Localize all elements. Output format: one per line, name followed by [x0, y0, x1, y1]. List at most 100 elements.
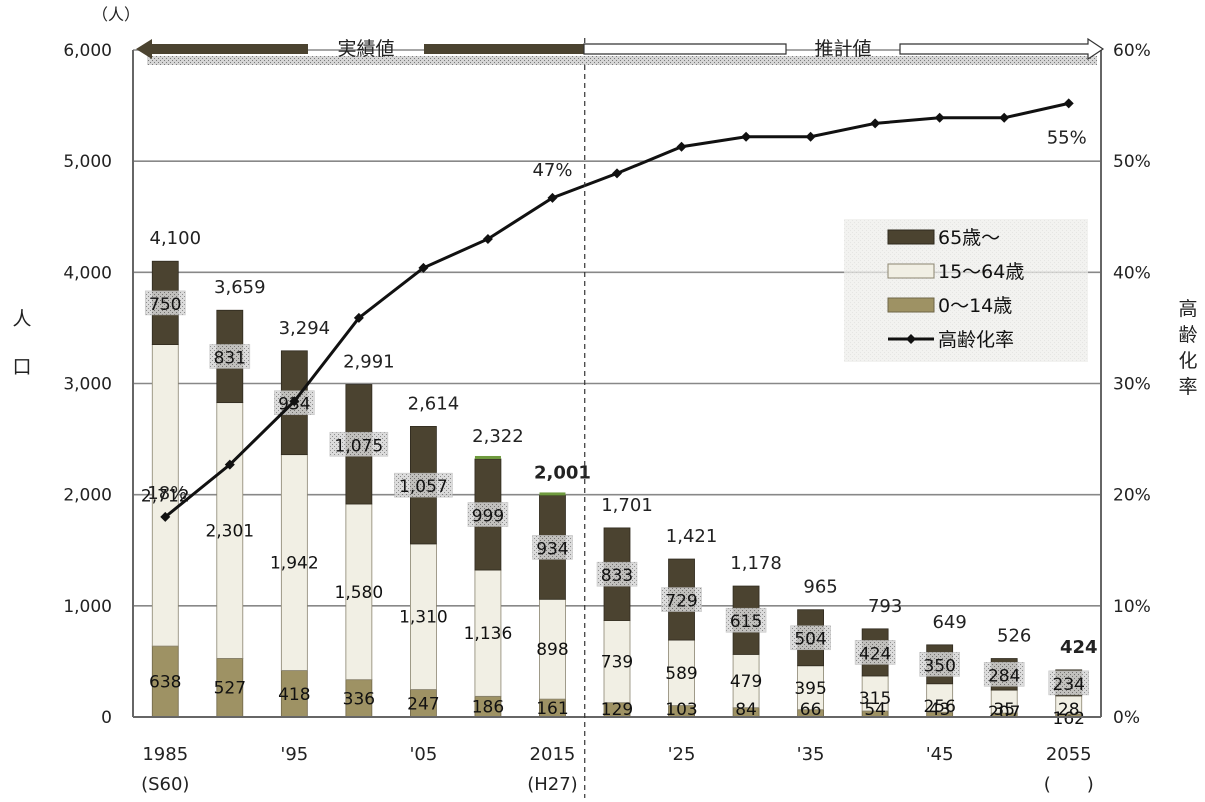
value-label-0-14: 247: [407, 694, 439, 714]
value-box-65-plus: [144, 290, 186, 316]
value-label-65-plus: 729: [665, 592, 697, 612]
legend-swatch: [887, 229, 935, 245]
bar-0-14: [409, 689, 437, 718]
legend-swatch: [887, 263, 935, 279]
y2-axis-title-char: 齢: [1178, 324, 1197, 346]
x-tick-label: 2015: [530, 744, 576, 765]
y2-tick-label: 20%: [1113, 486, 1151, 506]
legend-label: 高齢化率: [938, 329, 1014, 351]
value-box-65-plus: [790, 625, 831, 651]
value-label-15-64: 1,136: [464, 624, 513, 644]
value-label-15-64: 395: [794, 679, 826, 699]
value-label-15-64: 315: [859, 689, 891, 709]
value-box-65-plus: [854, 640, 896, 665]
aging-rate-point: [160, 511, 171, 522]
y-tick-label: 5,000: [63, 152, 112, 172]
y-tick-label: 1,000: [63, 597, 112, 617]
y-tick-label: 2,000: [63, 486, 112, 506]
value-label-65-plus: 615: [730, 612, 762, 632]
bar-15-64: [926, 683, 954, 713]
value-label-65-plus: 750: [149, 295, 181, 315]
value-label-0-14: 129: [601, 700, 633, 720]
y2-axis-title-char: 化: [1178, 350, 1197, 372]
value-label-0-14: 28: [1058, 700, 1080, 720]
value-label-65-plus: 284: [988, 666, 1020, 686]
total-label: 1,421: [666, 526, 718, 547]
value-label-65-plus: 424: [859, 644, 891, 664]
legend-swatch: [887, 297, 935, 313]
value-label-0-14: 161: [536, 699, 568, 719]
estimate-arrow-body: [583, 43, 787, 55]
y-tick-label: 4,000: [63, 263, 112, 283]
value-label-15-64: 589: [665, 664, 697, 684]
bar-15-64: [345, 503, 373, 681]
aging-rate-point: [353, 312, 364, 323]
y-axis-title-char: 口: [12, 356, 31, 378]
value-label-0-14: 43: [929, 700, 951, 720]
value-label-0-14: 35: [993, 700, 1015, 720]
total-label: 1,701: [601, 495, 653, 516]
value-label-0-14: 336: [343, 689, 375, 709]
y2-axis-title-char: 率: [1178, 376, 1197, 398]
y2-axis-title-char: 高: [1178, 298, 1197, 320]
aging-rate-point: [999, 112, 1010, 123]
legend-label: 0～14歳: [938, 295, 1012, 317]
bar-15-64: [151, 344, 179, 647]
aging-rate-point: [870, 118, 881, 129]
legend-line-marker: [906, 334, 916, 344]
aging-rate-point: [418, 262, 429, 273]
estimate-period-label: 推計値: [814, 38, 871, 60]
aging-rate-point: [547, 192, 558, 203]
x-tick-label: '05: [409, 744, 437, 765]
x-tick-label: 2055: [1046, 744, 1092, 765]
total-label: 4,100: [150, 228, 202, 249]
bar-top-accent: [539, 492, 566, 496]
value-box-65-plus: [467, 502, 509, 527]
total-label: 424: [1060, 637, 1098, 658]
value-label-0-14: 54: [864, 700, 886, 720]
total-label: 965: [803, 577, 837, 598]
actual-arrow-body: [424, 44, 584, 54]
x-tick-sublabel: (S60): [141, 774, 189, 795]
value-box-65-plus: [329, 431, 389, 457]
bar-15-64: [732, 654, 760, 709]
aging-rate-annotation: 47%: [532, 160, 572, 181]
value-box-65-plus: [919, 652, 960, 677]
value-label-15-64: 739: [601, 653, 633, 673]
bar-15-64: [797, 665, 824, 711]
y-tick-label: 0: [101, 708, 112, 728]
value-box-65-plus: [983, 662, 1025, 687]
legend-label: 15～64歳: [938, 261, 1024, 283]
y2-tick-label: 30%: [1113, 375, 1151, 395]
total-label: 2,001: [534, 462, 591, 483]
aging-rate-point: [805, 131, 816, 142]
total-label: 526: [997, 626, 1031, 647]
x-tick-label: '25: [668, 744, 696, 765]
x-tick-label: '45: [926, 744, 954, 765]
total-label: 2,991: [343, 352, 395, 373]
x-tick-sublabel: (H27): [527, 774, 577, 795]
bar-15-64: [668, 639, 695, 706]
value-label-15-64: 2,301: [205, 522, 254, 542]
value-label-0-14: 527: [214, 679, 246, 699]
value-label-15-64: 898: [536, 640, 568, 660]
y-unit-label: （人）: [92, 5, 140, 24]
total-label: 2,322: [472, 426, 524, 447]
total-label: 793: [868, 596, 902, 617]
value-label-0-14: 66: [800, 700, 822, 720]
value-label-15-64: 256: [923, 697, 955, 717]
x-tick-sublabel: ( ): [1044, 774, 1094, 795]
banner-dither: [147, 56, 1097, 65]
bar-15-64: [603, 620, 631, 704]
value-label-0-14: 186: [472, 698, 504, 718]
bar-15-64: [409, 543, 437, 690]
x-tick-label: '35: [797, 744, 825, 765]
value-label-15-64: 207: [988, 703, 1020, 723]
y-tick-label: 6,000: [63, 41, 112, 61]
y2-tick-label: 60%: [1113, 41, 1151, 61]
y2-tick-label: 10%: [1113, 597, 1151, 617]
actual-arrow-head: [136, 39, 308, 59]
aging-rate-point: [612, 168, 622, 179]
value-label-65-plus: 831: [214, 348, 246, 368]
estimate-arrow-head: [899, 37, 1105, 61]
